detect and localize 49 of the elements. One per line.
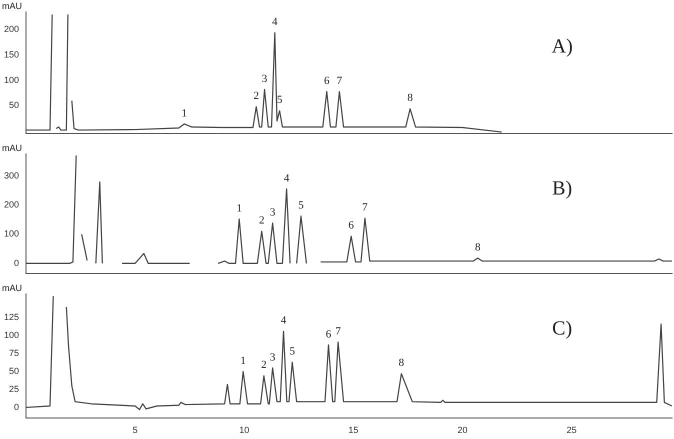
annotation: 3 [262, 72, 268, 85]
annotation: 7 [336, 74, 343, 87]
annotation: B) [552, 177, 572, 200]
annotation: 3 [270, 351, 276, 364]
annotation: 2 [258, 214, 264, 227]
y-tick-label: 150 [4, 50, 19, 60]
y-axis-title: mAU [2, 282, 22, 293]
annotation: C) [552, 317, 572, 340]
x-tick-label: 25 [566, 425, 577, 436]
y-tick-label: 0 [14, 402, 19, 412]
y-tick-label: 50 [8, 366, 19, 376]
annotation: 4 [280, 314, 287, 327]
x-tick-label: 5 [132, 425, 138, 436]
annotation: 4 [284, 172, 290, 184]
annotation: 8 [407, 92, 414, 104]
y-tick-label: 50 [8, 100, 19, 110]
annotation: 6 [324, 74, 330, 87]
annotation: 1 [181, 107, 187, 120]
y-tick-label: 25 [8, 384, 19, 394]
y-tick-label: 0 [14, 258, 19, 268]
y-tick-label: 100 [4, 74, 19, 85]
annotation: 5 [298, 200, 304, 212]
y-tick-label: 100 [4, 330, 19, 340]
y-tick-label: 100 [4, 228, 19, 239]
annotation: 4 [272, 16, 278, 28]
y-tick-label: 200 [4, 200, 19, 210]
annotation: 7 [362, 202, 368, 214]
annotation: 7 [335, 325, 342, 338]
y-tick-label: 125 [4, 312, 19, 322]
annotation: 6 [326, 328, 332, 340]
annotation: 8 [398, 357, 405, 370]
x-tick-label: 10 [239, 425, 250, 436]
x-tick-label: 15 [348, 425, 358, 436]
annotation: 6 [348, 220, 354, 232]
x-tick-label: 20 [457, 425, 468, 436]
y-tick-label: 200 [4, 24, 19, 34]
y-axis-title: mAU [2, 142, 22, 153]
annotation: A) [552, 35, 573, 58]
annotation: 5 [290, 346, 296, 358]
annotation: 1 [240, 354, 246, 367]
y-tick-label: 75 [8, 348, 19, 358]
annotation: 2 [253, 90, 259, 102]
annotation: 2 [261, 359, 267, 372]
y-axis-title: mAU [2, 0, 22, 11]
y-tick-label: 300 [4, 170, 19, 180]
annotation: 3 [270, 206, 276, 219]
annotation: 1 [236, 202, 242, 214]
annotation: 8 [475, 242, 482, 254]
annotation: 5 [276, 94, 283, 106]
